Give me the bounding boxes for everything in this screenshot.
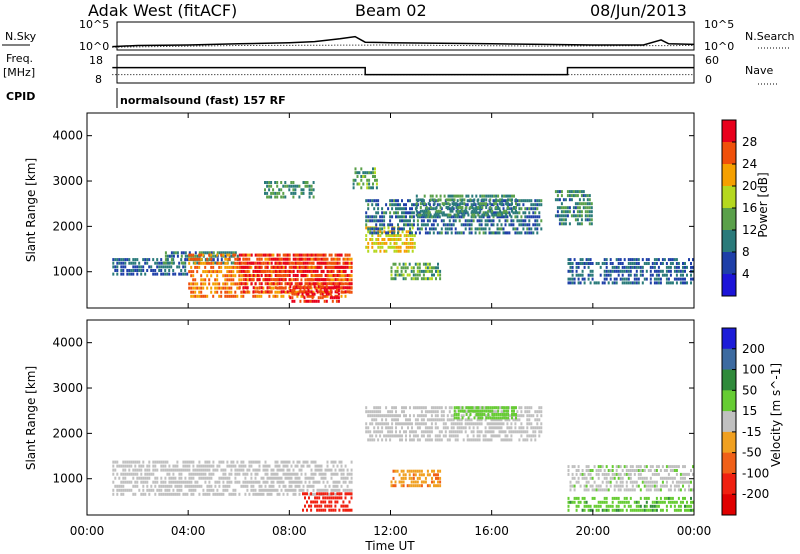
freq-panel-frame <box>116 54 695 84</box>
nsky-tick-top-left: 10^5 <box>79 18 109 31</box>
power-cbar-swatch-6 <box>722 252 736 275</box>
cpid-label: CPID <box>6 90 35 103</box>
nsky-tick-bottom-right: 10^0 <box>704 40 734 53</box>
vel-cbar-swatch-5 <box>722 431 736 454</box>
freq-series-0 <box>112 66 694 76</box>
nave-tick-bottom: 0 <box>705 73 712 86</box>
heat-region-3 <box>390 469 442 488</box>
power-cbar-tick-2: 20 <box>742 179 757 193</box>
nsky-tick-top-right: 10^5 <box>704 18 734 31</box>
power-cbar-tick-3: 16 <box>742 201 757 215</box>
heat-region-6 <box>390 262 442 281</box>
x-tick-6: 00:00 <box>677 524 712 538</box>
power-colorbar: 28 24 20 16 12 8 4 <box>721 119 757 297</box>
power-cbar-tick-0: 28 <box>742 135 757 149</box>
vel-cbar-swatch-2 <box>722 369 736 391</box>
vel-cbar-swatch-3 <box>722 390 736 412</box>
power-colorbar-label: Power [dB] <box>756 172 770 237</box>
velocity-y-axis-label: Slant Range [km] <box>24 366 38 470</box>
vel-cbar-tick-6: -100 <box>742 466 769 480</box>
velocity-colorbar-label: Velocity [m s^-1] <box>769 363 783 467</box>
vel-cbar-swatch-7 <box>722 473 736 495</box>
heat-region-1 <box>302 492 353 512</box>
heat-region-10 <box>567 258 694 285</box>
heat-region-0 <box>112 460 353 496</box>
power-cbar-swatch-1 <box>722 142 736 165</box>
cpid-text: normalsound (fast) 157 RF <box>120 94 286 107</box>
heat-region-6 <box>567 496 694 512</box>
date-title: 08/Jun/2013 <box>590 1 687 20</box>
power-ytick-3: 4000 <box>52 129 83 143</box>
velocity-plot <box>112 406 694 512</box>
vel-cbar-tick-3: 15 <box>742 404 757 418</box>
velocity-ytick-1: 2000 <box>52 426 83 440</box>
x-tick-3: 12:00 <box>373 524 408 538</box>
vel-cbar-swatch-8 <box>722 494 736 516</box>
nave-label: Nave <box>745 64 773 77</box>
power-cbar-swatch-4 <box>722 208 736 231</box>
freq-label-line1: Freq. <box>6 52 33 65</box>
freq-plot <box>112 66 694 76</box>
velocity-ytick-3: 4000 <box>52 336 83 350</box>
nsky-plot <box>112 35 695 48</box>
heat-region-4 <box>453 406 517 420</box>
freq-tick-bottom: 8 <box>95 73 102 86</box>
station-title: Adak West (fitACF) <box>88 1 237 20</box>
x-tick-1: 04:00 <box>171 524 206 538</box>
power-y-axis-label: Slant Range [km] <box>24 158 38 262</box>
power-cbar-swatch-5 <box>722 230 736 253</box>
x-axis-label: Time UT <box>364 539 415 553</box>
freq-label-line2: [MHz] <box>3 66 35 79</box>
power-cbar-swatch-7 <box>722 274 736 297</box>
power-cbar-tick-6: 4 <box>742 267 750 281</box>
heat-region-4 <box>289 285 340 303</box>
vel-cbar-tick-5: -50 <box>742 446 762 460</box>
velocity-ytick-2: 3000 <box>52 381 83 395</box>
vel-cbar-swatch-1 <box>722 348 736 371</box>
beam-title: Beam 02 <box>355 1 427 20</box>
vel-cbar-swatch-0 <box>722 328 736 350</box>
nsky-series-0 <box>112 35 695 48</box>
x-tick-2: 08:00 <box>272 524 307 538</box>
power-ytick-1: 2000 <box>52 219 83 233</box>
vel-cbar-tick-0: 200 <box>742 342 765 356</box>
heat-region-11 <box>352 167 378 190</box>
velocity-ytick-0: 1000 <box>52 472 83 486</box>
vel-cbar-swatch-4 <box>722 411 736 433</box>
vel-cbar-tick-4: -15 <box>742 425 762 439</box>
heat-region-9 <box>554 190 593 226</box>
power-cbar-swatch-3 <box>722 186 736 209</box>
freq-tick-top: 18 <box>89 54 103 67</box>
vel-cbar-tick-1: 100 <box>742 363 765 377</box>
velocity-colorbar: 200 100 50 15 -15 -50 -100 -200 <box>721 327 769 516</box>
power-cbar-swatch-0 <box>722 120 736 143</box>
power-cbar-tick-4: 12 <box>742 223 757 237</box>
heat-region-5 <box>567 465 694 492</box>
nsky-tick-bottom-left: 10^0 <box>79 40 109 53</box>
nsearch-label: N.Search <box>745 30 795 43</box>
power-cbar-tick-1: 24 <box>742 157 757 171</box>
nave-tick-top: 60 <box>705 54 719 67</box>
power-plot <box>112 167 694 303</box>
heat-region-8 <box>415 194 517 217</box>
x-tick-0: 00:00 <box>70 524 105 538</box>
nsky-label: N.Sky <box>5 30 37 43</box>
power-cbar-swatch-2 <box>722 164 736 187</box>
nsky-panel-frame <box>116 21 695 51</box>
vel-cbar-tick-2: 50 <box>742 383 757 397</box>
heat-region-12 <box>264 181 315 199</box>
nsky-series-1 <box>112 44 695 48</box>
power-ytick-2: 3000 <box>52 174 83 188</box>
vel-cbar-tick-7: -200 <box>742 487 769 501</box>
vel-cbar-swatch-6 <box>722 452 736 474</box>
x-tick-4: 16:00 <box>474 524 509 538</box>
power-cbar-tick-5: 8 <box>742 245 750 259</box>
power-ytick-0: 1000 <box>52 265 83 279</box>
heat-region-0 <box>112 258 189 276</box>
x-tick-5: 20:00 <box>576 524 611 538</box>
